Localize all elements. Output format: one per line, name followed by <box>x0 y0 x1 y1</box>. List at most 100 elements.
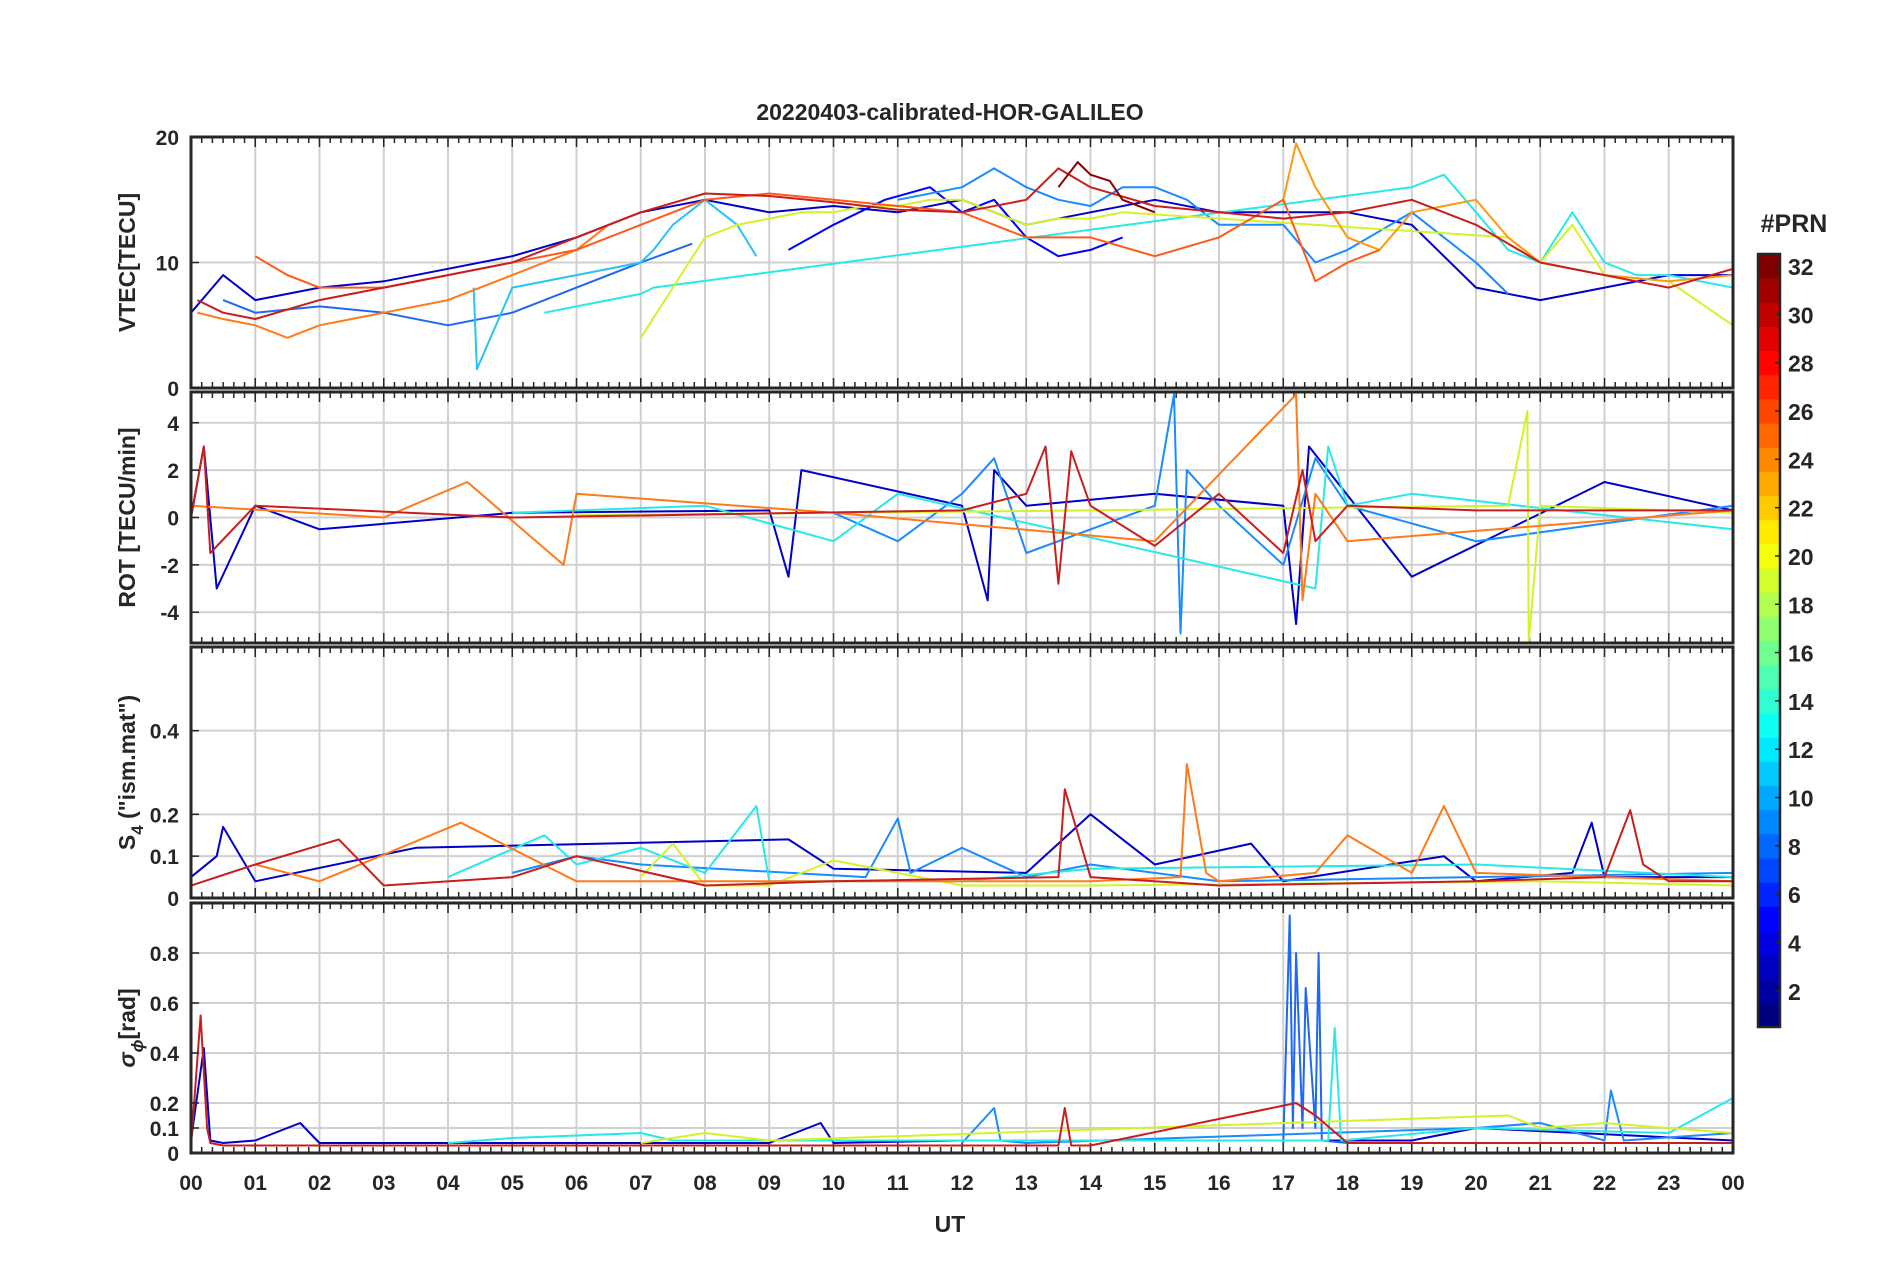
y-axis-label-subscript: ϕ <box>128 1039 147 1052</box>
axes-frame <box>189 645 1735 900</box>
y-axis-label: S4 ("ism.mat") <box>114 695 147 850</box>
colorbar-tick-label: 26 <box>1788 399 1814 425</box>
y-tick-label: 0.4 <box>150 1043 180 1066</box>
colorbar-tick-label: 6 <box>1788 882 1801 908</box>
series-prn-7 <box>1282 914 1733 1144</box>
figure-title: 20220403-calibrated-HOR-GALILEO <box>756 99 1143 125</box>
colorbar-tick-label: 24 <box>1788 447 1814 473</box>
colorbar-segment <box>1758 833 1780 859</box>
x-tick-labels: 00 01 02 03 04 05 06 07 08 09 10 11 12 13 14 15 16 17 18 19… <box>179 1172 1744 1195</box>
y-axis-label: σϕ[rad] <box>114 988 147 1067</box>
y-tick-label: 0.1 <box>150 1118 180 1141</box>
y-axis-label-subscript: 4 <box>128 825 147 835</box>
series-prn-24 <box>255 763 1733 883</box>
colorbar-segment <box>1758 1002 1780 1028</box>
series-prn-13 <box>544 173 1733 314</box>
x-tick-label: 05 <box>501 1172 525 1195</box>
series-prn-2 <box>191 813 1733 883</box>
y-axis-label-main: S <box>114 835 140 850</box>
colorbar-segment <box>1758 278 1780 303</box>
axes-frame <box>189 901 1735 1155</box>
colorbar-segment <box>1758 857 1780 883</box>
y-axis-label: VTEC[TECU] <box>114 193 140 332</box>
x-tick-label: 12 <box>950 1172 973 1195</box>
colorbar-segment <box>1758 519 1780 545</box>
panel-vtec: 0 10 20 VTEC[TECU] <box>114 127 1735 401</box>
x-tick-label: 17 <box>1272 1172 1295 1195</box>
y-tick-label: 0.6 <box>150 993 179 1016</box>
colorbar-segment <box>1758 495 1780 521</box>
series-prn-30 <box>191 445 1733 585</box>
y-tick-label: -4 <box>160 602 179 625</box>
series-prn-13 <box>447 1027 1733 1144</box>
series-prn-9 <box>833 393 1733 635</box>
x-tick-label: 22 <box>1593 1172 1616 1195</box>
colorbar-segment <box>1758 737 1780 762</box>
y-tick-label: 0 <box>167 1143 179 1166</box>
colorbar-segment <box>1758 906 1780 931</box>
y-tick-label: 0.4 <box>150 721 180 744</box>
series-prn-11 <box>472 198 758 371</box>
colorbar-segment <box>1758 761 1780 786</box>
series-prn-19 <box>640 1114 1733 1144</box>
colorbar-tick-label: 10 <box>1788 786 1814 812</box>
series-prn-24 <box>191 393 1733 602</box>
colorbar-segment <box>1758 930 1780 956</box>
colorbar-tick-label: 28 <box>1788 351 1814 377</box>
colorbar-segment <box>1758 326 1780 352</box>
colorbar-segment <box>1758 398 1780 424</box>
y-tick-label: 0 <box>167 378 179 401</box>
y-tick-label: 0.8 <box>150 943 180 966</box>
x-axis-label: UT <box>935 1211 966 1237</box>
colorbar-tick-label: 16 <box>1788 641 1814 667</box>
series-prn-24 <box>197 211 642 339</box>
y-tick-label: 2 <box>167 460 179 483</box>
series-group <box>191 914 1733 1147</box>
x-tick-label: 08 <box>693 1172 717 1195</box>
y-tick-label: 0 <box>167 888 179 911</box>
colorbar-tick-label: 14 <box>1788 689 1814 715</box>
colorbar-segment <box>1758 785 1780 811</box>
x-tick-label: 00 <box>1721 1172 1744 1195</box>
series-prn-4 <box>788 186 1123 258</box>
colorbar-segment <box>1758 350 1780 376</box>
y-axis-label-main: ROT [TECU/min] <box>114 427 140 607</box>
x-tick-label: 06 <box>565 1172 588 1195</box>
colorbar-segment <box>1758 640 1780 666</box>
grid <box>191 647 1733 898</box>
y-axis-label-suffix: [rad] <box>114 988 140 1039</box>
colorbar-tick-label: 8 <box>1788 834 1801 860</box>
x-tick-label: 16 <box>1207 1172 1230 1195</box>
colorbar-segment <box>1758 471 1780 497</box>
series-prn-7 <box>222 242 693 327</box>
colorbar-tick-label: 4 <box>1788 930 1801 956</box>
x-tick-label: 07 <box>629 1172 652 1195</box>
y-tick-label: 0.2 <box>150 804 179 827</box>
x-tick-label: 01 <box>244 1172 268 1195</box>
colorbar-segment <box>1758 374 1780 400</box>
colorbar-segment <box>1758 592 1780 617</box>
colorbar-tick-label: 22 <box>1788 496 1814 522</box>
series-group <box>191 393 1733 643</box>
y-tick-label: 4 <box>167 413 179 436</box>
x-tick-label: 11 <box>887 1172 910 1195</box>
x-tick-label: 20 <box>1464 1172 1487 1195</box>
y-axis-label-suffix: ("ism.mat") <box>114 695 140 825</box>
colorbar-segment <box>1758 882 1780 907</box>
y-tick-label: 10 <box>156 253 179 276</box>
colorbar-segment <box>1758 423 1780 448</box>
x-tick-label: 18 <box>1336 1172 1360 1195</box>
panel-s4: 00.10.20.4S4 ("ism.mat") <box>114 645 1735 911</box>
x-tick-label: 15 <box>1143 1172 1167 1195</box>
colorbar-tick-label: 20 <box>1788 544 1814 570</box>
grid <box>191 903 1733 1153</box>
grid <box>191 392 1733 643</box>
x-tick-label: 14 <box>1079 1172 1103 1195</box>
panel-rot: -4 -2 0 2 4 ROT [TECU/min] <box>114 390 1735 645</box>
series-prn-13 <box>447 805 1733 883</box>
series-prn-2 <box>191 1047 1733 1144</box>
y-tick-label: 0.1 <box>150 846 180 869</box>
colorbar-segment <box>1758 954 1780 980</box>
